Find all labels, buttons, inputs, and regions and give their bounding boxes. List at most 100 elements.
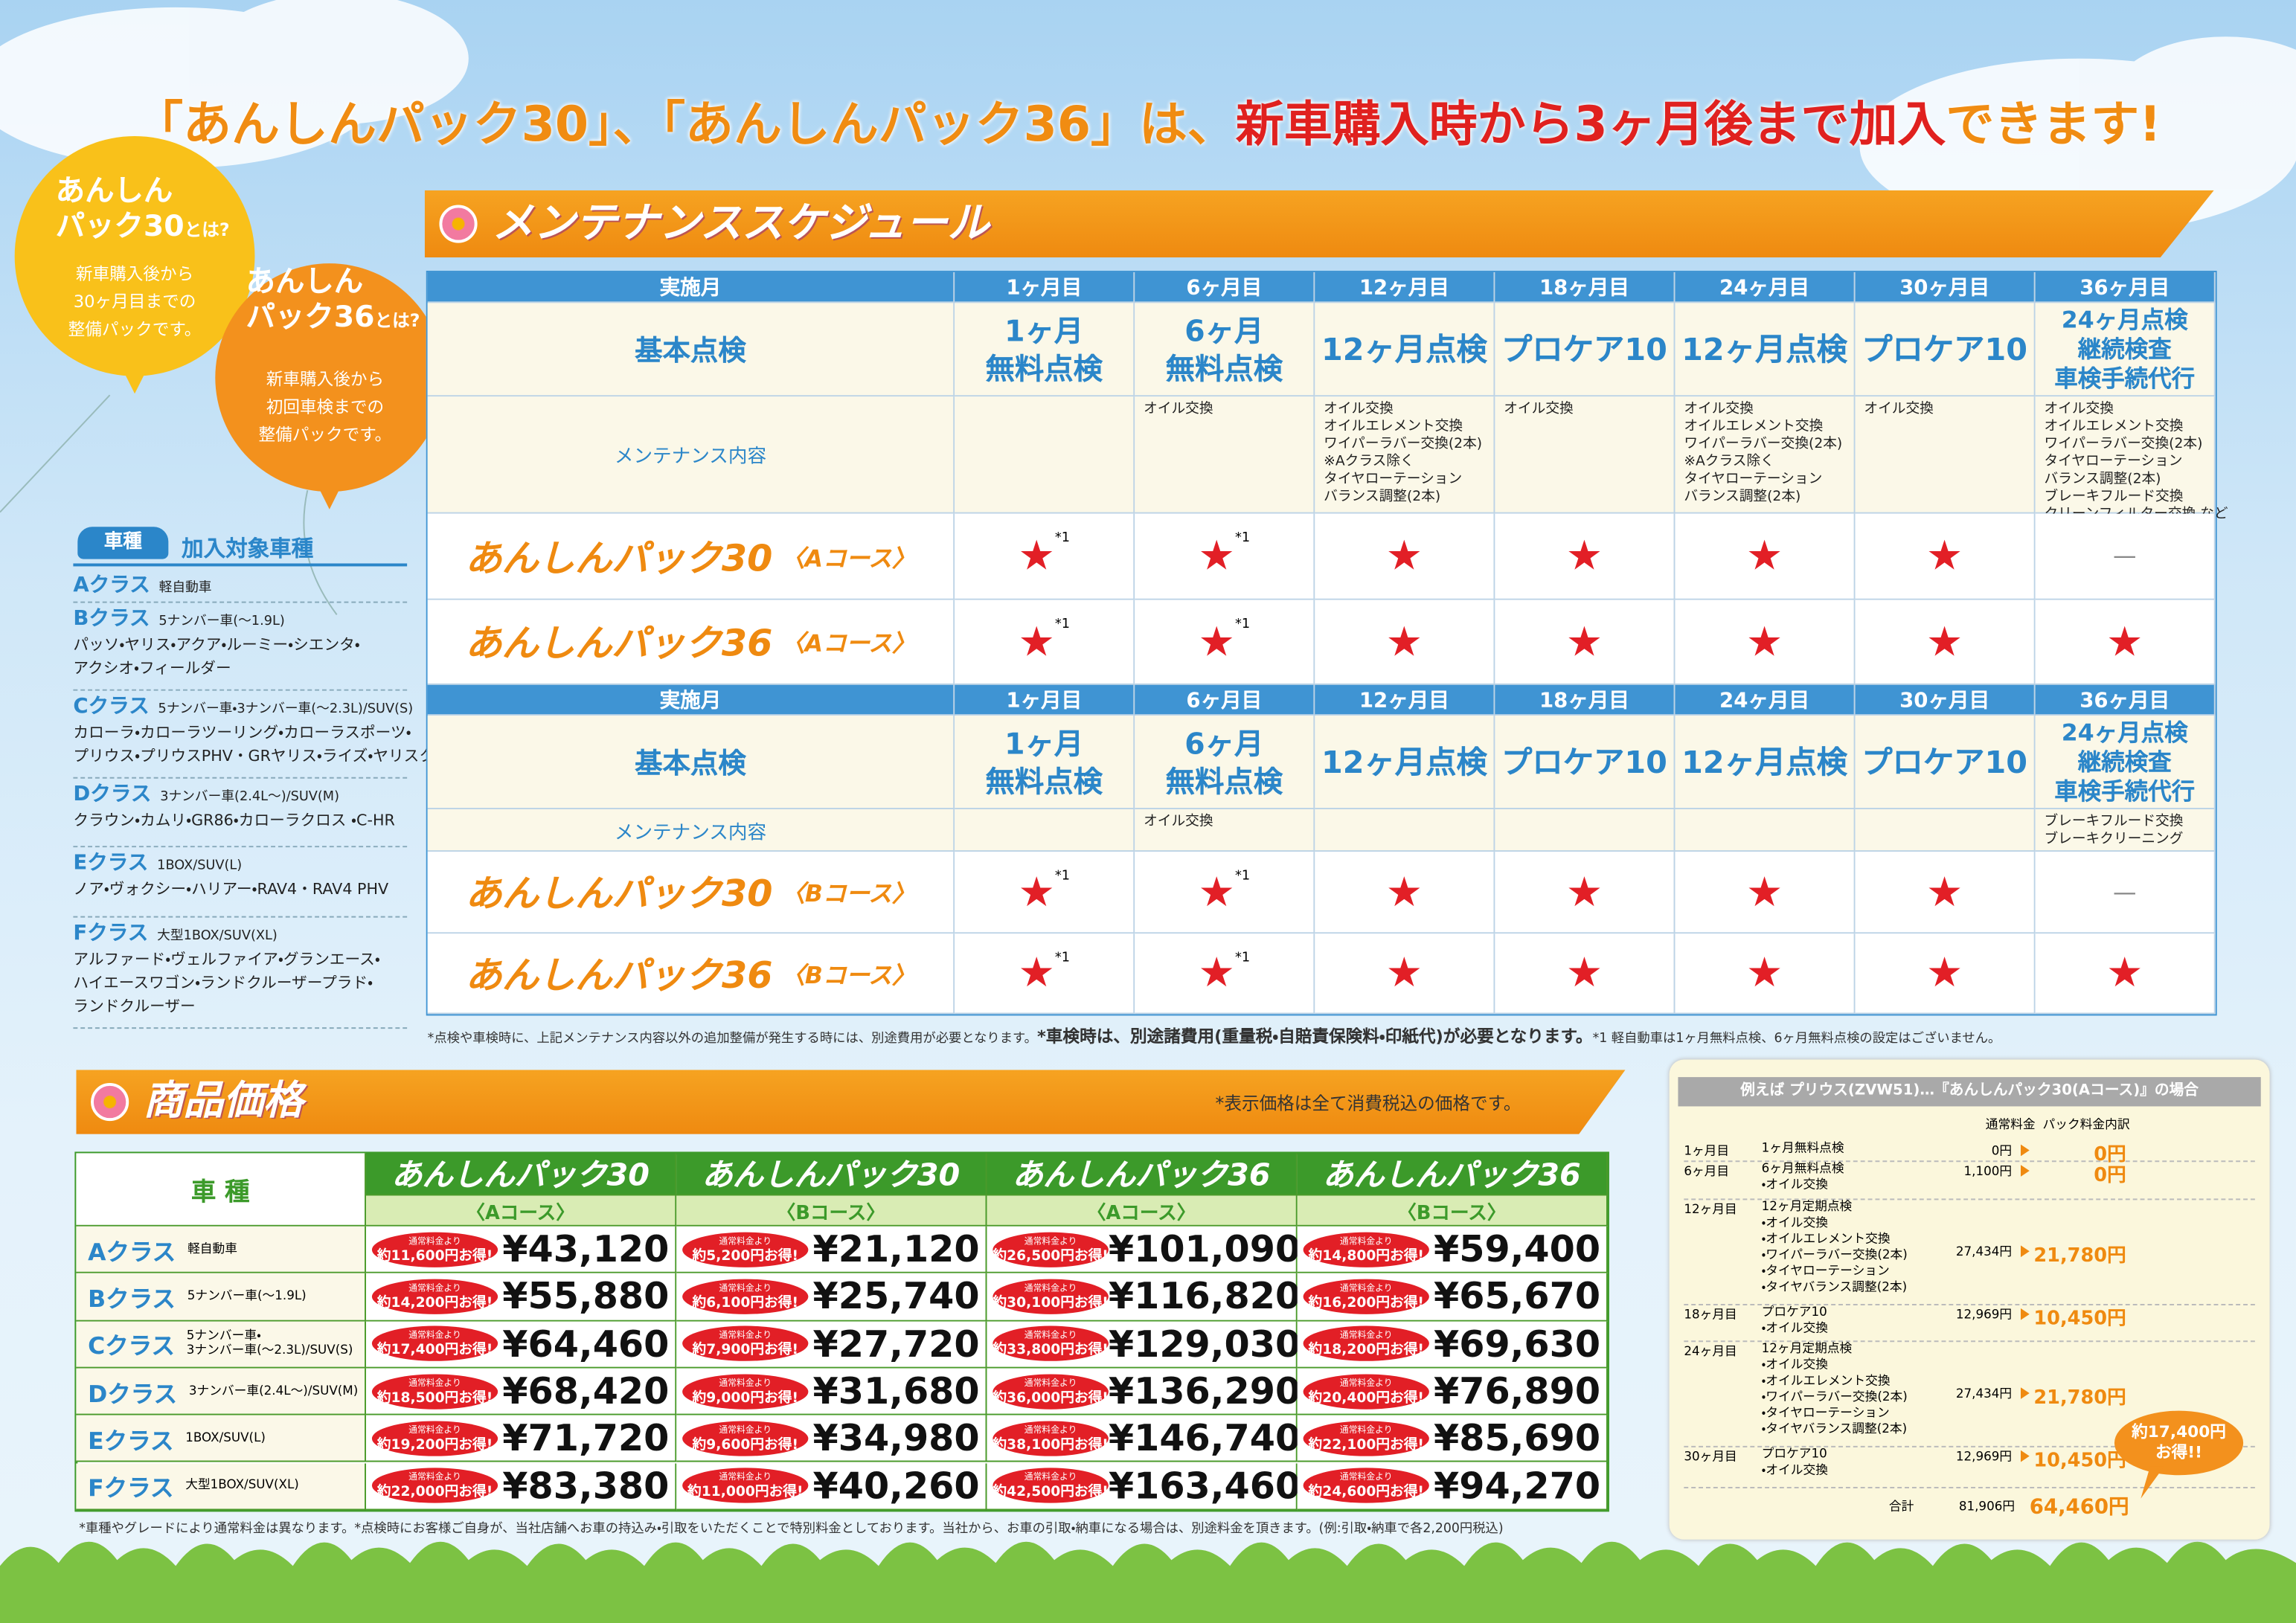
pack-cell: ★ *1 (1135, 852, 1315, 933)
balloon-text-line: 整備パックです。 (258, 424, 392, 446)
pack-mark: ★ (1198, 948, 1235, 997)
balloon-text-line: 整備パックです。 (68, 318, 202, 340)
saving-amount: 約24,600円お得! (1308, 1484, 1424, 1500)
pack-mark: ★ (1385, 531, 1423, 580)
basic-item: 12ヶ月点検 (1315, 716, 1495, 810)
saving-label: 通常料金より (408, 1425, 461, 1436)
price-cell: 通常料金より 約11,600円お得! ¥43,120 (366, 1226, 677, 1274)
pack-mark: ★ (1745, 867, 1783, 916)
saving-label: 通常料金より (719, 1330, 772, 1341)
schedule-note: *車検時は、別途諸費用(重量税・自賠責保険料・印紙代)が必要となります。 (1036, 1026, 1593, 1047)
vehicle-class: Bクラス 5ナンバー車(〜1.9L) パッソ・ヤリス・アクア・ルーミー・シエンタ・ア… (73, 608, 413, 692)
headline-part: 新車購入時から3ヶ月後まで加入 (1235, 94, 1946, 152)
pack-note: *1 (1054, 950, 1071, 965)
schedule-month: 12ヶ月目 (1315, 271, 1495, 303)
saving-badge: 通常料金より 約33,800円お得! (993, 1326, 1109, 1362)
pack-name-text: あんしんパック30 (465, 872, 773, 916)
basic-item: 12ヶ月点検 (1315, 303, 1495, 397)
price-cell: 通常料金より 約9,000円お得! ¥31,680 (676, 1368, 987, 1415)
maintenance-line: ブレーキクリーニング (2044, 831, 2184, 848)
example-row-line (1684, 1486, 2255, 1488)
price: ¥85,690 (1434, 1417, 1601, 1460)
price: ¥27,720 (812, 1322, 980, 1366)
price-cell: 通常料金より 約19,200円お得! ¥71,720 (366, 1415, 677, 1463)
pack-cell: ★ *1 (955, 852, 1135, 933)
saving-badge: 通常料金より 約42,500円お得! (993, 1468, 1109, 1503)
saving-amount: 約22,000円お得! (376, 1484, 493, 1500)
balloon-title: あんしん パック36とは? (246, 263, 452, 366)
example-month: 30ヶ月目 (1684, 1450, 1737, 1465)
schedule-bar (424, 190, 2214, 258)
schedule-month: 1ヶ月目 (955, 684, 1135, 716)
price-class-spec: 1BOX/SUV(L) (185, 1431, 266, 1446)
maintenance-line: オイルエレメント交換 (1324, 418, 1463, 435)
saving-amount: 約9,000円お得! (692, 1389, 798, 1406)
pack-course: 〈Aコース〉 (781, 544, 916, 572)
price-cell: 通常料金より 約38,100円お得! ¥146,740 (987, 1415, 1301, 1463)
example-normal: 27,434円 (1955, 1387, 2013, 1402)
maintenance-label: メンテナンス内容 (427, 396, 955, 514)
vehicle-class-spec: 3ナンバー車(2.4L〜)/SUV(M) (160, 790, 340, 806)
spec-line: 3ナンバー車(2.4L〜)/SUV(M) (188, 1383, 359, 1399)
example-month: 6ヶ月目 (1684, 1165, 1730, 1180)
pack-note: *1 (1234, 869, 1251, 884)
price: ¥65,670 (1434, 1275, 1601, 1318)
price-class-spec: 軽自動車 (187, 1242, 237, 1257)
example-item-title: 12ヶ月定期点検 (1761, 1200, 1853, 1215)
price-column-course: 〈Bコース〉 (1297, 1195, 1608, 1227)
example-row-line (1684, 1445, 2255, 1447)
balloon-title-line: パック30とは? (55, 208, 230, 243)
price-class-name: Eクラス (88, 1426, 174, 1455)
saving-badge: 通常料金より 約19,200円お得! (371, 1421, 498, 1456)
example-pack: 21,780円 (2033, 1387, 2126, 1410)
price-cell: 通常料金より 約11,000円お得! ¥40,260 (676, 1462, 987, 1511)
example-item-title: 12ヶ月定期点検 (1761, 1342, 1853, 1357)
pack-mark: ★ (1018, 531, 1055, 580)
saving-label: 通常料金より (1024, 1378, 1077, 1389)
pack-mark: — (2112, 541, 2137, 570)
vehicle-divider (73, 916, 408, 918)
saving-amount: 約11,600円お得! (376, 1247, 493, 1264)
example-pack: 0円 (2094, 1165, 2126, 1187)
basic-item: 1ヶ月 無料点検 (955, 716, 1135, 810)
pack-mark: ★ (1925, 948, 1963, 997)
saving-badge: 通常料金より 約16,200円お得! (1303, 1279, 1429, 1314)
example-title-bar (1678, 1077, 2261, 1107)
pack-mark: ★ (1018, 948, 1055, 997)
balloon-text-line: 初回車検までの (266, 396, 385, 417)
price-cell: 通常料金より 約14,200円お得! ¥55,880 (366, 1273, 677, 1321)
vehicle-models: クラウン・カムリ・GR86・カローラクロス ・C-HR (73, 812, 395, 830)
maintenance-item (955, 809, 1135, 852)
saving-amount: 約38,100円お得! (993, 1436, 1109, 1453)
basic-line: 6ヶ月 (1184, 312, 1264, 348)
price-column-name: あんしんパック30 (676, 1153, 987, 1196)
pack-cell: ★ *1 (955, 599, 1135, 685)
vehicle-class-head: Dクラス 3ナンバー車(2.4L〜)/SUV(M) (73, 783, 413, 809)
basic-line: プロケア10 (1862, 744, 2028, 780)
example-detail: ・ワイパーラバー交換(2本) (1761, 1248, 1908, 1263)
pack-mark: — (2112, 878, 2137, 906)
vehicle-divider (73, 689, 408, 691)
price-cell: 通常料金より 約24,600円お得! ¥94,270 (1297, 1462, 1608, 1511)
prices-header: 車 種 (76, 1153, 367, 1227)
pack-mark: ★ (1565, 617, 1603, 666)
maintenance-line: オイル交換 (1144, 813, 1213, 830)
balloon-title: あんしん パック30とは? (56, 173, 261, 275)
price: ¥40,260 (812, 1464, 980, 1507)
vehicle-models: カローラ・カローラツーリング・カローラスポーツ・ (73, 724, 411, 742)
pack-note: *1 (1234, 950, 1251, 965)
spec-line: 5ナンバー車(〜1.9L) (187, 1289, 307, 1304)
basic-label: 基本点検 (427, 716, 955, 810)
spec-line: 軽自動車 (187, 1241, 238, 1257)
schedule-month: 18ヶ月目 (1495, 684, 1675, 716)
maintenance-item: オイル交換 オイルエレメント交換 ワイパーラバー交換(2本) ※Aクラス除く タイヤロー… (1315, 396, 1495, 514)
example-col: パック料金内訳 (2042, 1118, 2130, 1133)
saving-label: 通常料金より (719, 1235, 772, 1247)
price-cell: 通常料金より 約33,800円お得! ¥129,030 (987, 1320, 1301, 1369)
pack-mark: ★ (1198, 617, 1235, 666)
basic-item: 12ヶ月点検 (1675, 303, 1856, 397)
price-column-course: 〈Aコース〉 (987, 1195, 1298, 1227)
saving-label: 通常料金より (719, 1283, 772, 1294)
example-item: 1ヶ月無料点検 (1762, 1142, 1952, 1163)
saving-amount: 約14,200円お得! (376, 1295, 493, 1311)
